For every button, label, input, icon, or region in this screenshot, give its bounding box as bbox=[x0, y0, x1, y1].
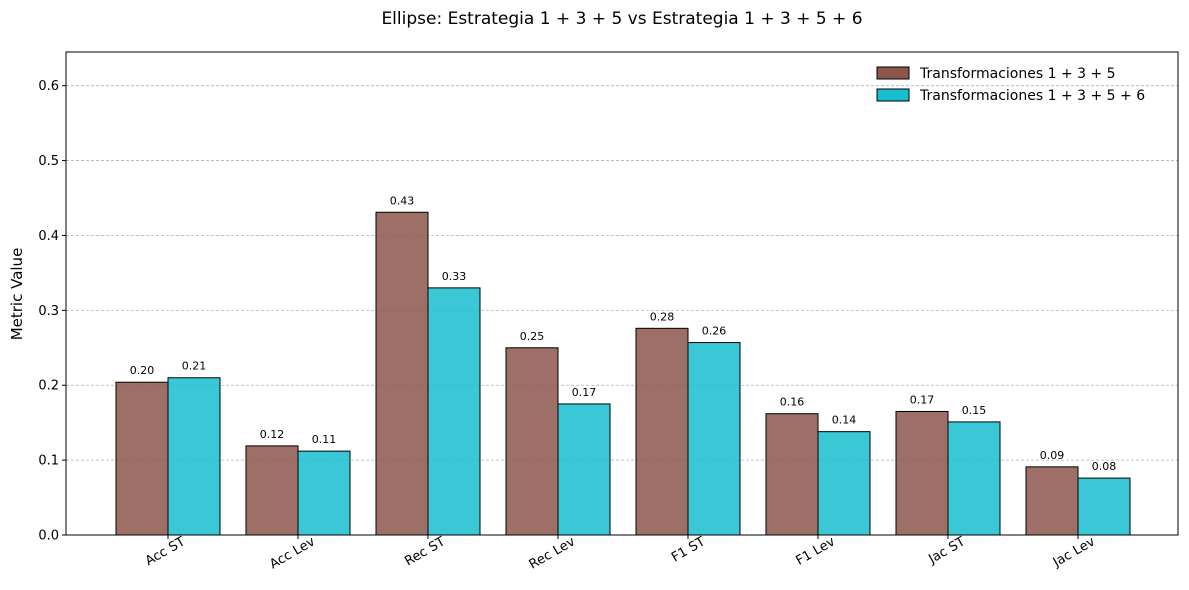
bar-series-2 bbox=[947, 421, 1001, 536]
bar-value-label: 0.17 bbox=[910, 393, 935, 406]
chart-title: Ellipse: Estrategia 1 + 3 + 5 vs Estrate… bbox=[381, 9, 862, 29]
x-tick-label: Rec ST bbox=[402, 534, 448, 569]
bar-series-1 bbox=[895, 410, 949, 536]
legend-label-series-2: Transformaciones 1 + 3 + 5 + 6 bbox=[919, 88, 1145, 104]
legend-swatch-series-2 bbox=[876, 88, 910, 102]
bar-value-label: 0.26 bbox=[702, 325, 727, 338]
legend-label-series-1: Transformaciones 1 + 3 + 5 bbox=[919, 66, 1116, 82]
x-tick-label: Jac ST bbox=[925, 534, 967, 567]
bar-series-2 bbox=[1077, 477, 1131, 536]
bars bbox=[115, 211, 1131, 536]
grid-lines bbox=[66, 85, 1178, 461]
bar-series-1 bbox=[505, 347, 559, 536]
bar-series-2 bbox=[167, 377, 221, 536]
y-tick-label: 0.0 bbox=[38, 529, 59, 544]
x-axis: Acc ST Acc Lev Rec ST Rec Lev F1 ST F1 Lev Jac… bbox=[143, 534, 1098, 572]
bar-value-label: 0.08 bbox=[1092, 460, 1117, 473]
bar-series-2 bbox=[297, 450, 351, 536]
bar-value-label: 0.28 bbox=[650, 310, 675, 323]
y-tick-label: 0.4 bbox=[38, 229, 59, 244]
bar-series-2 bbox=[687, 342, 741, 536]
y-axis-label: Metric Value bbox=[8, 248, 26, 341]
bar-value-label: 0.11 bbox=[312, 433, 337, 446]
bar-series-1 bbox=[245, 445, 299, 536]
y-tick-label: 0.6 bbox=[38, 79, 59, 94]
y-tick-label: 0.3 bbox=[38, 304, 59, 319]
bar-value-label: 0.12 bbox=[260, 428, 285, 441]
x-tick-label: Acc ST bbox=[143, 534, 188, 569]
x-tick-label: Acc Lev bbox=[267, 534, 318, 572]
bar-series-2 bbox=[817, 431, 871, 536]
legend: Transformaciones 1 + 3 + 5 Transformacio… bbox=[876, 66, 1145, 104]
bar-series-1 bbox=[375, 211, 429, 536]
bar-series-1 bbox=[765, 413, 819, 536]
x-tick-label: Rec Lev bbox=[527, 534, 578, 572]
bar-value-label: 0.21 bbox=[182, 360, 207, 373]
bar-series-2 bbox=[557, 403, 611, 536]
bar-value-label: 0.25 bbox=[520, 330, 545, 343]
y-tick-label: 0.1 bbox=[38, 454, 59, 469]
bar-value-label: 0.43 bbox=[390, 194, 415, 207]
bar-series-2 bbox=[427, 287, 481, 536]
legend-swatch-series-1 bbox=[876, 66, 910, 80]
x-tick-label: F1 ST bbox=[669, 534, 708, 565]
bar-value-label: 0.20 bbox=[130, 364, 155, 377]
x-tick-label: Jac Lev bbox=[1050, 534, 1098, 571]
bar-series-1 bbox=[635, 327, 689, 536]
bar-value-label: 0.15 bbox=[962, 404, 987, 417]
bar-value-label: 0.17 bbox=[572, 386, 597, 399]
bar-value-label: 0.09 bbox=[1040, 449, 1065, 462]
data-labels: 0.20 0.21 0.12 0.11 0.43 0.33 0.25 0.17 0.28 0.26… bbox=[130, 194, 1117, 473]
bar-value-label: 0.33 bbox=[442, 270, 467, 283]
bar-series-1 bbox=[115, 381, 169, 536]
y-axis: 0.0 0.1 0.2 0.3 0.4 0.5 0.6 bbox=[38, 79, 66, 544]
bar-series-1 bbox=[1025, 466, 1079, 536]
x-tick-label: F1 Lev bbox=[793, 534, 838, 568]
plot-frame bbox=[65, 51, 1179, 536]
bar-value-label: 0.14 bbox=[832, 414, 857, 427]
bar-value-label: 0.16 bbox=[780, 396, 805, 409]
y-tick-label: 0.5 bbox=[38, 154, 59, 169]
y-tick-label: 0.2 bbox=[38, 379, 59, 394]
